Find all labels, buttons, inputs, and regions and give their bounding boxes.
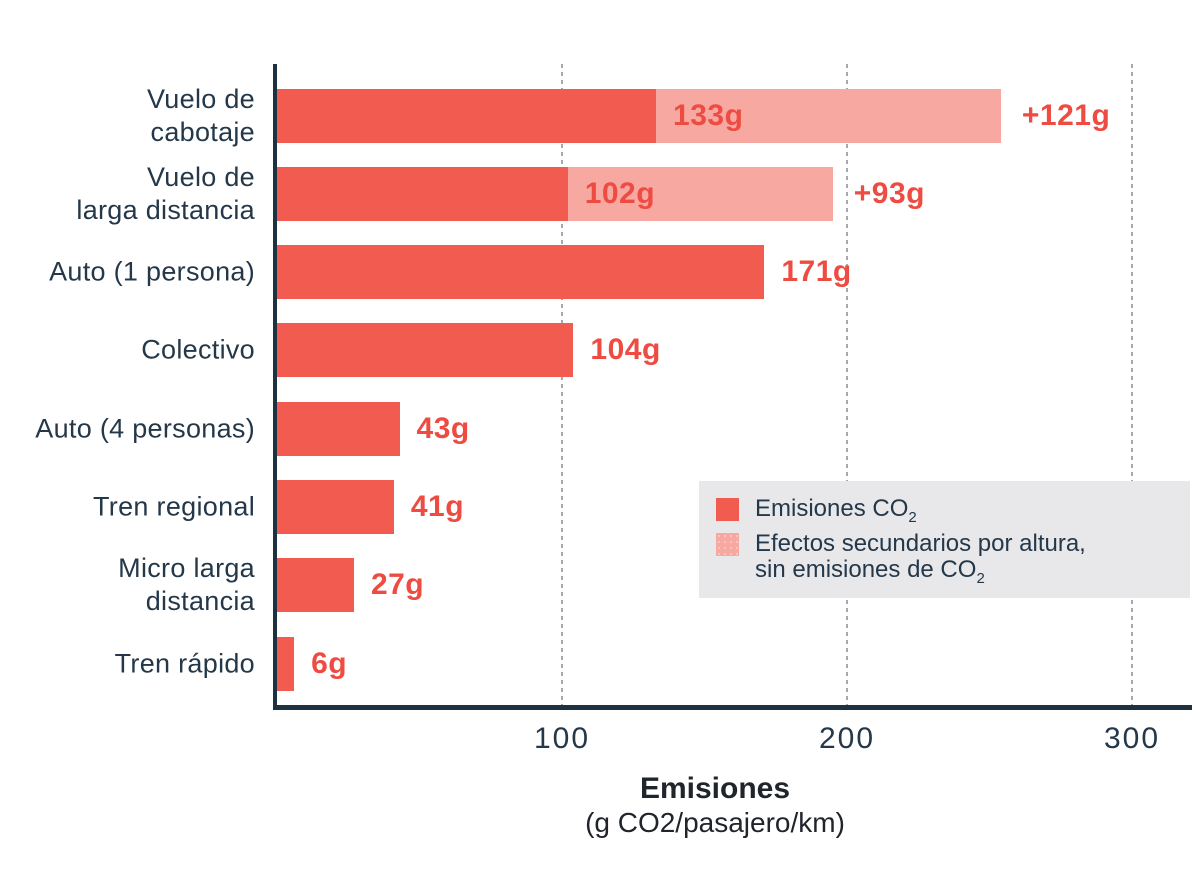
category-label-line: Vuelo de [147, 161, 255, 192]
x-tick-label: 100 [533, 722, 591, 755]
value-label: 133g [673, 98, 744, 132]
category-label: Tren rápido [0, 647, 255, 680]
category-label-line: larga distancia [76, 194, 255, 225]
gridline-300 [1131, 64, 1133, 705]
category-label: Tren regional [0, 491, 255, 524]
legend-label-secondary-line2: sin emisiones de CO2 [755, 556, 1086, 587]
gridline-100 [561, 64, 563, 705]
legend-label-secondary-line2-subscript: 2 [976, 570, 985, 587]
x-axis-line [273, 705, 1192, 710]
secondary-value-label: +93g [853, 176, 925, 210]
bar-primary [277, 558, 354, 613]
value-label: 27g [370, 568, 425, 602]
category-label-line: Tren regional [93, 491, 255, 522]
category-label-line: Auto (1 persona) [49, 256, 255, 287]
legend-label-emissions-text: Emisiones CO [755, 495, 909, 522]
category-label-line: Colectivo [141, 334, 255, 365]
category-label-line: Micro larga [118, 553, 255, 584]
x-axis-units: (g CO2/pasajero/km) [585, 807, 845, 838]
category-label: Auto (4 personas) [0, 412, 255, 445]
legend-label-secondary-line1: Efectos secundarios por altura, [755, 530, 1086, 557]
y-axis-line [273, 64, 277, 710]
bar-primary [277, 166, 568, 221]
gridline-200 [846, 64, 848, 705]
bar-primary [277, 636, 295, 691]
bar-primary [277, 480, 394, 534]
category-label: Auto (1 persona) [0, 256, 255, 289]
value-label: 171g [781, 255, 852, 289]
bar-primary [277, 323, 574, 378]
legend-label-secondary-line2-text: sin emisiones de CO [755, 556, 977, 583]
value-label: 102g [584, 176, 656, 210]
x-axis-title: Emisiones [639, 772, 791, 805]
legend-swatch-emissions [716, 498, 739, 521]
legend: Emisiones CO2 Efectos secundarios por al… [699, 481, 1190, 598]
x-tick-label: 200 [818, 722, 876, 755]
category-label: Vuelo de larga distancia [0, 161, 255, 227]
bar-secondary [567, 166, 833, 221]
secondary-value-label: +121g [1021, 98, 1111, 132]
legend-label-emissions: Emisiones CO2 [755, 495, 917, 526]
category-label: Vuelo de cabotaje [0, 83, 255, 149]
bar-primary [277, 245, 765, 300]
category-label-line: Vuelo de [147, 83, 255, 114]
category-label: Micro larga distancia [0, 552, 255, 618]
legend-label-secondary-effects: Efectos secundarios por altura, sin emis… [755, 530, 1086, 587]
bar-primary [277, 401, 400, 456]
value-label: 6g [311, 646, 348, 680]
bar-primary [277, 88, 657, 143]
legend-swatch-secondary-effects [716, 533, 739, 556]
value-label: 104g [590, 333, 661, 367]
legend-label-emissions-subscript: 2 [908, 509, 917, 526]
category-label-line: distancia [145, 586, 255, 617]
category-label-line: Tren rápido [114, 648, 255, 679]
category-label-line: cabotaje [150, 116, 255, 147]
category-label-line: Auto (4 personas) [35, 413, 255, 444]
category-label: Colectivo [0, 334, 255, 367]
bar-secondary [656, 88, 1001, 143]
value-label: 43g [416, 411, 470, 445]
value-label: 41g [410, 490, 465, 523]
x-tick-label: 300 [1103, 722, 1161, 755]
